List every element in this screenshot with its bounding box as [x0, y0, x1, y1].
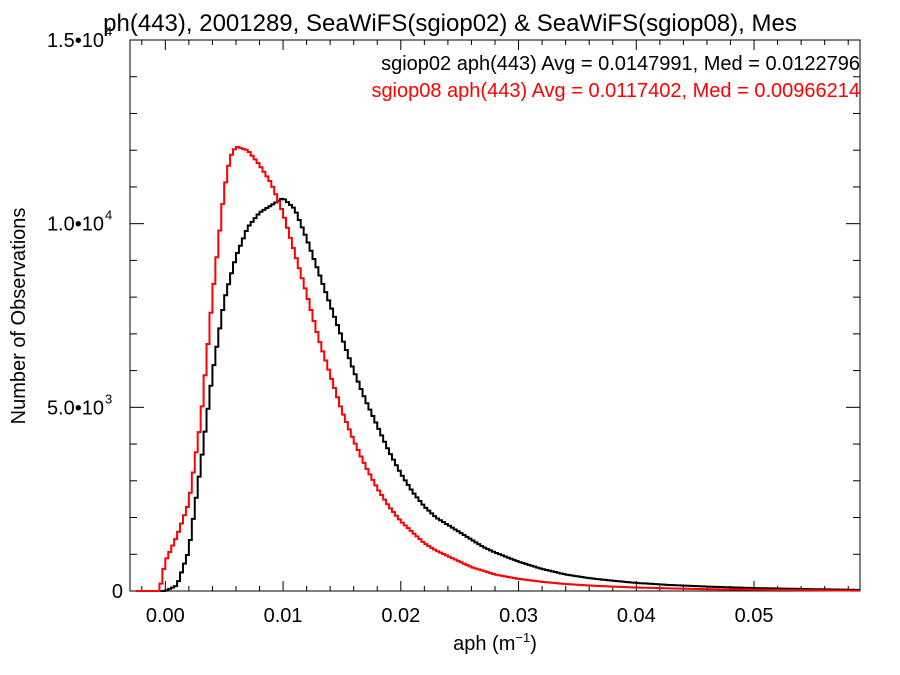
y-tick-label: 5.0•10	[47, 397, 104, 419]
x-axis-ticks: 0.00 0.01 0.02 0.03 0.04 0.05	[141, 40, 849, 627]
legend-entry-sgiop08: sgiop08 aph(443) Avg = 0.0117402, Med = …	[371, 80, 860, 102]
y-tick-label-text: 0	[112, 581, 123, 603]
x-tick-label: 0.05	[735, 605, 774, 627]
x-tick-label: 0.03	[499, 605, 538, 627]
y-axis-label: Number of Observations	[8, 208, 30, 425]
y-tick-label: 0	[112, 581, 123, 603]
y-axis-ticks: 05.0•10 31.0•10 41.5•10 4	[47, 24, 860, 603]
x-tick-label: 0.02	[381, 605, 420, 627]
legend-entry-sgiop02: sgiop02 aph(443) Avg = 0.0147991, Med = …	[381, 53, 860, 75]
y-tick-label-exponent: 4	[105, 208, 112, 223]
x-tick-label: 0.04	[617, 605, 656, 627]
y-tick-label-exponent: 3	[105, 391, 112, 406]
x-tick-label: 0.01	[264, 605, 303, 627]
x-axis-label: aph (m−1)	[453, 630, 537, 655]
x-axis-label-close: )	[530, 633, 537, 655]
series-line-sgiop08	[135, 145, 860, 592]
x-tick-label: 0.00	[146, 605, 185, 627]
y-tick-label: 1.0•10	[47, 214, 104, 236]
y-tick-label-exponent: 4	[105, 24, 112, 39]
y-tick-label-text: 1.0•10	[47, 214, 104, 236]
chart-title: ph(443), 2001289, SeaWiFS(sgiop02) & Sea…	[103, 10, 797, 37]
plot-frame	[129, 39, 861, 592]
x-axis-label-exponent: −1	[515, 630, 530, 645]
x-axis-label-text: aph (m	[453, 633, 515, 655]
y-tick-label-text: 5.0•10	[47, 397, 104, 419]
y-tick-label: 1.5•10	[47, 30, 104, 52]
series-line-sgiop02	[141, 197, 860, 592]
y-tick-label-text: 1.5•10	[47, 30, 104, 52]
series-layer	[135, 145, 860, 592]
